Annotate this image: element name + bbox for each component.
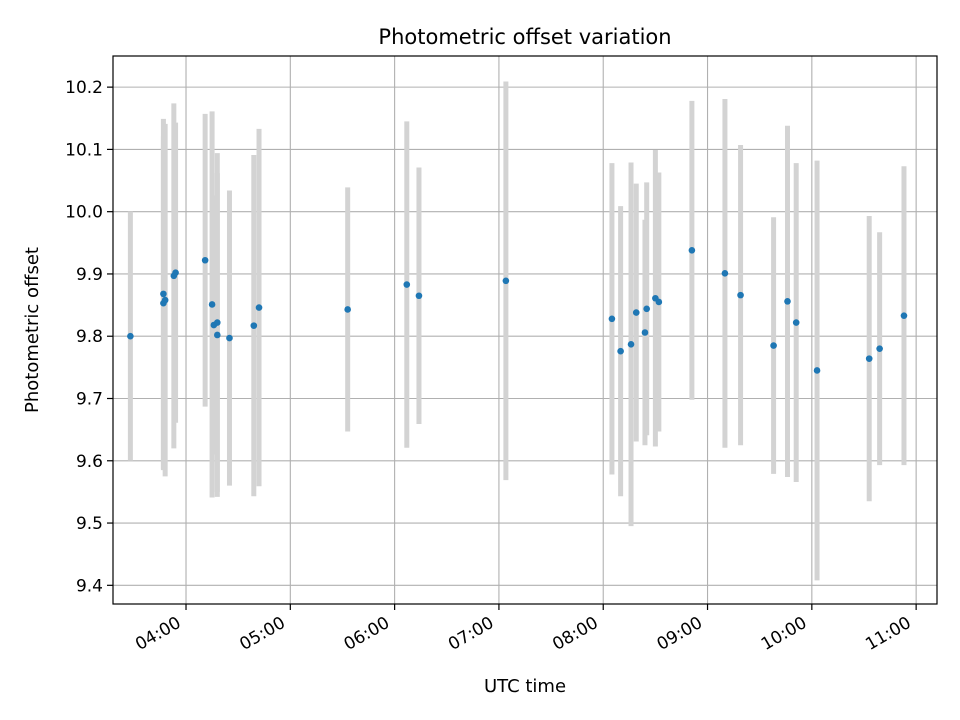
data-point <box>172 269 179 277</box>
data-point <box>127 332 134 340</box>
data-point <box>770 342 777 349</box>
data-point <box>608 315 616 323</box>
data-point <box>255 304 263 311</box>
data-point <box>632 309 640 316</box>
y-tick-label: 9.8 <box>76 327 103 347</box>
y-tick-label: 10.2 <box>65 78 103 98</box>
data-point <box>415 292 423 300</box>
y-tick-label: 9.4 <box>76 576 103 596</box>
data-point <box>403 281 411 288</box>
data-point <box>643 305 650 313</box>
data-point <box>214 331 221 339</box>
data-point <box>655 298 663 306</box>
plot-frame <box>112 55 938 605</box>
data-point <box>627 341 635 348</box>
data-point <box>208 301 216 308</box>
data-point <box>502 277 510 285</box>
data-point <box>161 296 169 304</box>
y-tick-label: 9.7 <box>76 390 103 410</box>
data-point <box>737 291 744 299</box>
data-point <box>344 306 351 313</box>
data-point <box>617 347 624 355</box>
chart-title: Photometric offset variation <box>378 25 671 49</box>
data-points <box>127 246 908 374</box>
data-point <box>160 290 167 298</box>
data-point <box>900 312 908 319</box>
data-point <box>226 334 233 342</box>
data-point <box>876 345 883 352</box>
data-point <box>784 298 791 305</box>
data-point <box>201 256 209 264</box>
data-point <box>250 322 258 329</box>
data-point <box>813 367 821 374</box>
x-axis-label: UTC time <box>484 676 566 697</box>
grid <box>113 56 937 604</box>
y-tick-label: 9.6 <box>76 452 103 472</box>
data-point <box>792 319 800 326</box>
data-point <box>641 329 649 336</box>
y-tick-label: 9.9 <box>76 265 103 285</box>
y-tick-label: 9.5 <box>76 514 103 534</box>
data-point <box>865 355 873 362</box>
y-tick-label: 10.0 <box>65 203 103 223</box>
data-point <box>721 270 729 277</box>
data-point <box>688 246 696 254</box>
y-axis-ticks: 9.4 9.5 9.6 9.7 9.8 9.9 10.0 10.1 10.2 <box>65 78 113 596</box>
y-tick-label: 10.1 <box>65 140 103 160</box>
data-point <box>214 319 221 326</box>
y-axis-label: Photometric offset <box>22 247 43 413</box>
